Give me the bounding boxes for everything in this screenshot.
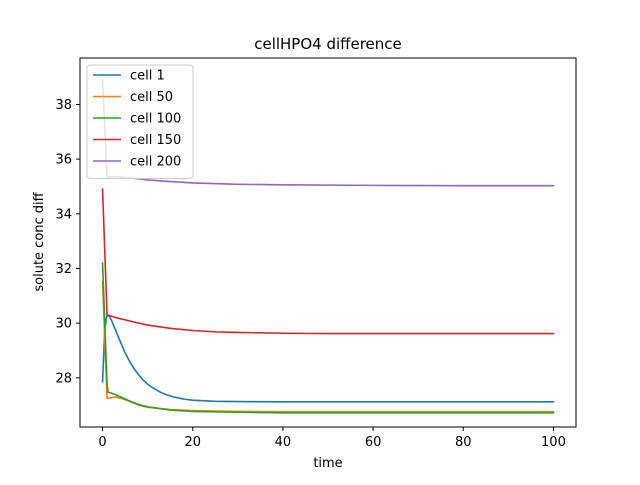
- y-tick-label: 28: [55, 371, 72, 386]
- x-tick-label: 60: [365, 435, 382, 450]
- series-lines: [101, 79, 555, 414]
- x-tick-label: 20: [184, 435, 201, 450]
- y-tick-label: 34: [55, 207, 72, 222]
- x-axis-label: time: [313, 456, 342, 471]
- series-line-3: [101, 262, 555, 414]
- legend-label-3: cell 100: [130, 112, 181, 127]
- legend: cell 1 cell 50 cell 100 cell 150 cell 200: [86, 64, 194, 179]
- series-line-4: [101, 188, 555, 335]
- x-tick-label: 100: [541, 435, 566, 450]
- y-axis-ticks: 28 30 32 34 36 38: [55, 98, 80, 386]
- axes-frame: [79, 57, 577, 428]
- y-tick-label: 38: [55, 98, 72, 113]
- legend-label-4: cell 150: [130, 133, 181, 148]
- y-tick-label: 32: [55, 262, 72, 277]
- chart-title: cellHPO4 difference: [254, 35, 402, 53]
- legend-label-2: cell 50: [130, 90, 173, 105]
- x-tick-label: 40: [275, 435, 292, 450]
- legend-box: [86, 64, 194, 179]
- x-tick-label: 80: [455, 435, 472, 450]
- legend-label-5: cell 200: [130, 155, 181, 170]
- x-tick-label: 0: [98, 435, 106, 450]
- legend-label-1: cell 1: [130, 69, 165, 84]
- x-axis-ticks: 0 20 40 60 80 100: [98, 427, 566, 450]
- y-axis-label: solute conc diff: [32, 191, 47, 291]
- y-tick-label: 30: [55, 317, 72, 332]
- y-tick-label: 36: [55, 153, 72, 168]
- series-line-1: [101, 314, 555, 403]
